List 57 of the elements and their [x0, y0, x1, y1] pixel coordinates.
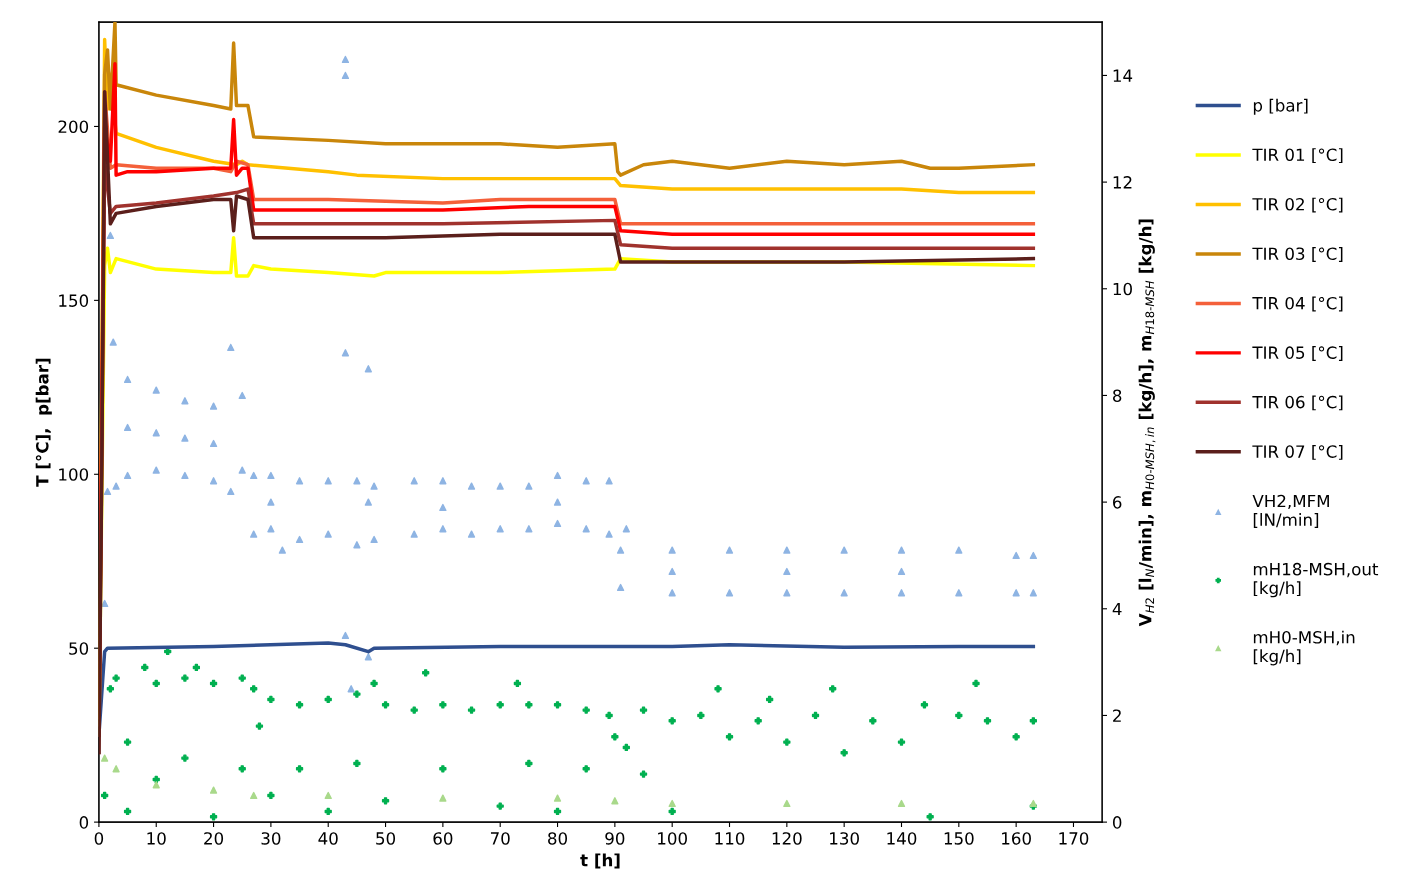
- y2-tick-label: 12: [1113, 176, 1132, 189]
- legend-label: TIR 07 [°C]: [1252, 444, 1343, 460]
- x-tick-label: 160: [1002, 832, 1031, 845]
- x-tick-label: 80: [548, 832, 568, 845]
- x-tick-label: 100: [658, 832, 687, 845]
- x-tick-label: 10: [147, 832, 166, 845]
- x-axis-title: t [h]: [580, 853, 620, 869]
- point: [152, 781, 160, 789]
- x-tick-label: 170: [1059, 832, 1089, 845]
- legend-label: TIR 01 [°C]: [1252, 148, 1343, 164]
- point: [209, 786, 218, 794]
- point: [611, 797, 619, 805]
- y2-tick-label: 6: [1113, 496, 1122, 509]
- legend-label: TIR 06 [°C]: [1252, 395, 1343, 411]
- point: [324, 791, 332, 800]
- x-tick-label: 40: [318, 832, 338, 845]
- point: [897, 799, 906, 808]
- y2-tick-label: 8: [1112, 389, 1122, 403]
- legend-label: mH18-MSH,out [kg/h]: [1253, 562, 1379, 598]
- y2-tick-label: 14: [1113, 69, 1133, 82]
- y-tick-label: 0: [79, 816, 89, 829]
- y-tick-label: 100: [59, 468, 89, 481]
- point: [250, 791, 258, 800]
- y2-tick-label: 10: [1113, 282, 1132, 296]
- point: [668, 799, 676, 808]
- point: [112, 765, 120, 773]
- y-axis-title: T [°C], p[bar]: [35, 358, 52, 487]
- x-tick-label: 30: [261, 832, 281, 845]
- x-tick-label: 150: [944, 832, 974, 845]
- point: [783, 799, 791, 808]
- x-tick-label: 140: [887, 832, 917, 845]
- legend-label: TIR 02 [°C]: [1252, 197, 1343, 213]
- x-tick-label: 20: [204, 832, 224, 845]
- legend-label: TIR 03 [°C]: [1252, 247, 1343, 262]
- y-tick-label: 50: [69, 642, 89, 655]
- x-tick-label: 120: [772, 832, 802, 845]
- x-tick-label: 60: [433, 832, 453, 845]
- x-tick-label: 110: [715, 832, 745, 845]
- point: [553, 794, 562, 802]
- point: [439, 794, 447, 802]
- y2-tick-label: 2: [1113, 709, 1121, 722]
- x-tick-label: 90: [605, 832, 625, 845]
- point: [101, 754, 109, 762]
- y2-tick-label: 0: [1112, 816, 1122, 829]
- x-tick-label: 0: [94, 832, 104, 845]
- legend-label: mH0-MSH,in [kg/h]: [1253, 630, 1355, 666]
- y2-tick-label: 4: [1112, 602, 1122, 616]
- x-tick-label: 70: [490, 832, 510, 845]
- legend-label: TIR 04 [°C]: [1252, 296, 1343, 312]
- text: V$_{H2}$ [l$_{N}$/min], m$_{H0‑MSH,in}$ [kg/h], m$_{H18‑MSH}$ [kg/h]: [1138, 219, 1156, 627]
- legend-label: p [bar]: [1253, 98, 1308, 115]
- legend-label: VH2,MFM [lN/min]: [1252, 494, 1329, 528]
- legend-label: TIR 05 [°C]: [1252, 346, 1343, 361]
- x-tick-label: 130: [830, 832, 859, 845]
- x-tick-label: 50: [376, 832, 396, 845]
- y-tick-label: 150: [59, 294, 89, 307]
- y-tick-label: 200: [58, 120, 89, 134]
